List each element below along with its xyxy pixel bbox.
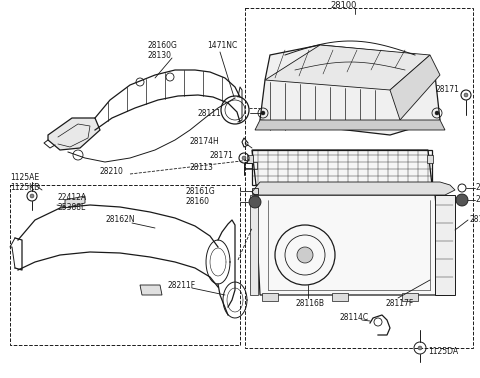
Text: 28117F: 28117F (385, 299, 413, 307)
Text: 1471NC: 1471NC (207, 42, 237, 51)
Text: 22412A: 22412A (58, 194, 87, 203)
Text: 28160: 28160 (185, 197, 209, 206)
Bar (252, 188, 258, 194)
Polygon shape (260, 45, 440, 135)
Text: 28130: 28130 (148, 51, 172, 60)
Circle shape (30, 194, 34, 198)
Bar (262, 293, 278, 301)
Polygon shape (255, 195, 445, 295)
Text: 1125AE: 1125AE (10, 174, 39, 183)
Bar (402, 293, 418, 301)
Text: 25388L: 25388L (58, 203, 86, 212)
Text: 28210: 28210 (100, 167, 124, 177)
Polygon shape (390, 55, 440, 120)
Text: 28111: 28111 (198, 108, 222, 118)
Bar (245, 8, 473, 348)
Text: 28160G: 28160G (148, 42, 178, 51)
Text: 28171: 28171 (435, 85, 459, 94)
Polygon shape (65, 196, 85, 208)
Bar (332, 293, 348, 301)
Text: 28160: 28160 (476, 195, 480, 204)
Text: 28161: 28161 (476, 183, 480, 192)
Text: 1125KD: 1125KD (10, 183, 40, 192)
Text: 28114C: 28114C (340, 313, 369, 322)
Text: 28100: 28100 (330, 2, 356, 11)
Text: 28162N: 28162N (105, 215, 134, 225)
Bar (10, 185, 240, 345)
Text: 28174H: 28174H (190, 138, 220, 147)
Circle shape (261, 111, 265, 115)
Polygon shape (48, 118, 100, 150)
Circle shape (464, 93, 468, 97)
Polygon shape (252, 182, 455, 195)
Text: 28211F: 28211F (168, 280, 196, 290)
Circle shape (435, 111, 439, 115)
Text: 28161G: 28161G (185, 186, 215, 195)
Polygon shape (255, 120, 445, 130)
Circle shape (418, 346, 422, 350)
Circle shape (249, 196, 261, 208)
Text: 28171: 28171 (210, 150, 234, 160)
Text: 28113: 28113 (190, 164, 214, 172)
Text: 1125DA: 1125DA (428, 347, 458, 356)
Circle shape (297, 247, 313, 263)
Text: 28112: 28112 (469, 215, 480, 225)
Polygon shape (140, 285, 162, 295)
Circle shape (242, 156, 246, 160)
Text: 28116B: 28116B (295, 299, 324, 307)
Bar (245, 162, 257, 169)
Bar (427, 155, 433, 163)
Bar (250, 195, 258, 295)
Polygon shape (252, 150, 432, 185)
Bar (435, 195, 455, 295)
Circle shape (456, 194, 468, 206)
Bar (252, 150, 432, 185)
Bar (247, 155, 253, 163)
Polygon shape (265, 45, 430, 90)
